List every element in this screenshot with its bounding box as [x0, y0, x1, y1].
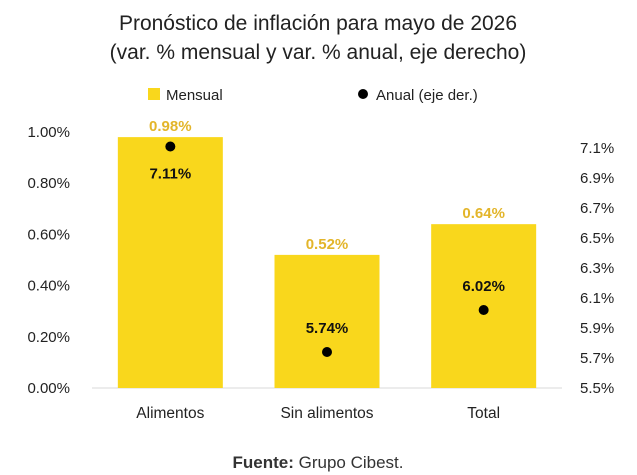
right-tick-label: 5.9%	[580, 320, 614, 337]
legend-label-mensual: Mensual	[166, 87, 223, 104]
category-label: Sin alimentos	[280, 405, 373, 422]
point-alimentos	[165, 141, 176, 152]
right-tick-label: 5.7%	[580, 350, 614, 367]
bar-value-label: 0.98%	[149, 118, 192, 135]
right-tick-label: 7.1%	[580, 140, 614, 157]
bar-sin-alimentos	[274, 254, 380, 388]
right-tick-label: 6.1%	[580, 290, 614, 307]
right-tick-label: 6.9%	[580, 170, 614, 187]
x-axis-categories: Alimentos Sin alimentos Total	[136, 405, 500, 422]
point-value-label: 5.74%	[306, 320, 349, 337]
left-tick-label: 0.00%	[27, 380, 70, 397]
left-tick-label: 1.00%	[27, 124, 70, 141]
source-text: Grupo Cibest.	[299, 453, 404, 472]
chart-title-line2: (var. % mensual y var. % anual, eje dere…	[110, 41, 527, 64]
source-note: Fuente: Grupo Cibest.	[232, 453, 403, 472]
point-sin-alimentos	[322, 347, 332, 357]
point-series-anual: 7.11% 5.74% 6.02%	[149, 141, 505, 357]
category-label: Total	[467, 405, 500, 422]
bar-value-label: 0.52%	[306, 236, 349, 253]
point-value-label: 6.02%	[462, 278, 505, 295]
right-tick-label: 6.5%	[580, 230, 614, 247]
legend-swatch-mensual	[148, 88, 160, 100]
left-tick-label: 0.60%	[27, 226, 70, 243]
right-axis: 5.5% 5.7% 5.9% 6.1% 6.3% 6.5% 6.7% 6.9% 7.1%	[580, 140, 614, 397]
left-tick-label: 0.80%	[27, 175, 70, 192]
chart-title-line1: Pronóstico de inflación para mayo de 202…	[119, 12, 517, 35]
point-value-label: 7.11%	[149, 166, 191, 183]
left-axis: 0.00% 0.20% 0.40% 0.60% 0.80% 1.00%	[27, 124, 70, 397]
left-tick-label: 0.40%	[27, 278, 70, 295]
legend-swatch-anual	[358, 89, 368, 99]
right-tick-label: 5.5%	[580, 380, 614, 397]
bar-alimentos	[117, 137, 223, 388]
category-label: Alimentos	[136, 405, 204, 422]
bar-series-mensual: 0.98% 0.52% 0.64%	[117, 118, 537, 388]
right-tick-label: 6.3%	[580, 260, 614, 277]
left-tick-label: 0.20%	[27, 329, 70, 346]
source-label: Fuente:	[232, 453, 293, 472]
legend: Mensual Anual (eje der.)	[148, 87, 478, 104]
point-total	[478, 305, 489, 315]
right-tick-label: 6.7%	[580, 200, 614, 217]
legend-label-anual: Anual (eje der.)	[376, 87, 478, 104]
bar-value-label: 0.64%	[462, 205, 505, 222]
